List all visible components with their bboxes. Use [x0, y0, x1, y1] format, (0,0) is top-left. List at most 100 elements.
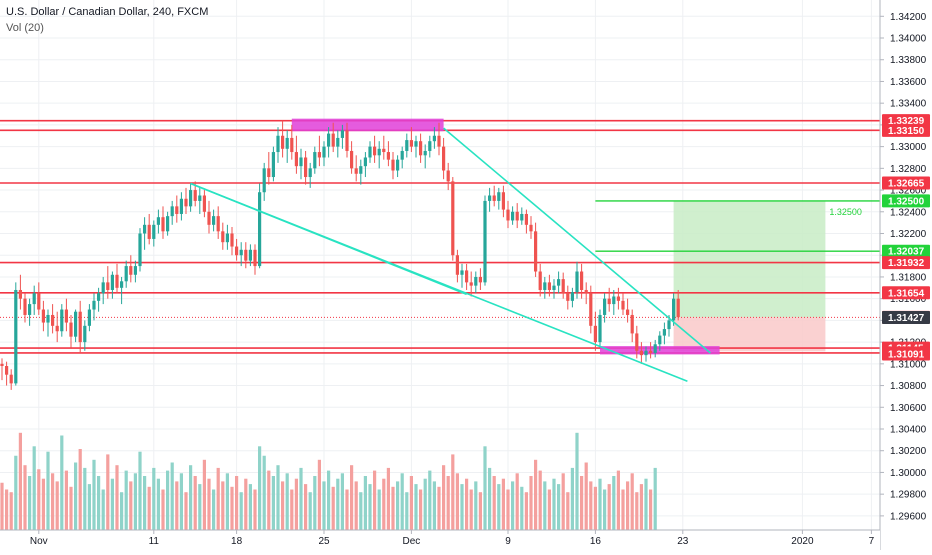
candle-body: [409, 140, 413, 147]
candle-body: [455, 255, 459, 275]
volume-bar: [189, 465, 193, 530]
candle-body: [267, 168, 271, 178]
volume-label: Vol (20): [6, 22, 44, 34]
volume-bar: [575, 432, 579, 530]
candle-body: [170, 206, 174, 217]
price-tick-label: 1.33800: [890, 55, 927, 66]
price-tick-label: 1.33400: [890, 99, 927, 110]
volume-bar: [317, 459, 321, 530]
candle-body: [492, 195, 496, 201]
candle-body: [400, 150, 404, 160]
volume-bar: [598, 478, 602, 530]
candle-body: [212, 216, 216, 225]
candle-body: [133, 266, 137, 275]
candle-body: [9, 374, 13, 384]
volume-bar: [212, 489, 216, 530]
trendline: [443, 127, 711, 354]
volume-bar: [124, 470, 128, 530]
volume-bar: [179, 473, 183, 530]
volume-bar: [28, 476, 32, 530]
volume-bar: [561, 473, 565, 530]
candle-body: [649, 350, 653, 353]
volume-bar: [386, 467, 390, 530]
candle-body: [428, 141, 432, 151]
position-profit-zone: [673, 200, 826, 318]
candle-body: [672, 298, 676, 321]
volume-bar: [290, 489, 294, 530]
price-tick-label: 1.32200: [890, 229, 927, 240]
volume-bar: [253, 489, 257, 530]
volume-bar: [419, 489, 423, 530]
candle-body: [221, 231, 225, 243]
volume-bar: [497, 484, 501, 530]
candle-body: [322, 146, 326, 158]
candle-body: [377, 148, 381, 156]
candle-body: [515, 211, 519, 221]
volume-bar: [612, 476, 616, 530]
candle-body: [552, 285, 556, 290]
volume-bar: [299, 467, 303, 530]
candle-body: [557, 279, 561, 286]
volume-bar: [350, 465, 354, 530]
candle-body: [253, 249, 257, 267]
volume-bar: [152, 467, 156, 530]
volume-bar: [106, 454, 110, 530]
candle-body: [202, 195, 206, 212]
volume-bar: [414, 484, 418, 530]
volume-bar: [469, 489, 473, 530]
volume-bar: [129, 481, 133, 530]
price-tag-label: 1.33239: [888, 116, 925, 127]
candle-body: [308, 168, 312, 178]
price-tag: [882, 244, 930, 258]
time-tick-label: Nov: [30, 536, 48, 547]
volume-bar: [437, 486, 441, 530]
candle-body: [414, 141, 418, 147]
candle-body: [676, 298, 680, 318]
volume-bar: [166, 470, 170, 530]
volume-bar: [110, 478, 114, 530]
volume-bar: [23, 465, 27, 530]
candle-body: [120, 281, 124, 288]
candle-body: [189, 190, 193, 207]
candle-body: [138, 233, 142, 267]
candle-body: [216, 216, 220, 232]
candle-body: [363, 157, 367, 167]
volume-bar: [474, 481, 478, 530]
volume-bar: [258, 446, 262, 530]
candle-body: [345, 130, 349, 151]
candle-body: [0, 363, 4, 367]
candle-body: [529, 224, 533, 232]
candles: [0, 120, 680, 390]
candle-body: [442, 146, 446, 171]
price-tag: [882, 256, 930, 270]
candle-body: [630, 314, 634, 334]
price-tag: [882, 123, 930, 137]
volume-bar: [570, 467, 574, 530]
candle-body: [506, 209, 510, 221]
candle-body: [28, 304, 32, 315]
candle-body: [386, 152, 390, 160]
candle-body: [18, 289, 22, 299]
volume-bar: [603, 489, 607, 530]
price-tick-label: 1.31600: [890, 294, 927, 305]
volume-bar: [649, 489, 653, 530]
candle-body: [258, 192, 262, 267]
candle-body: [373, 146, 377, 156]
candle-body: [51, 314, 55, 326]
candle-body: [667, 320, 671, 330]
candle-body: [14, 289, 18, 384]
price-tick-label: 1.32400: [890, 207, 927, 218]
volume-bar: [442, 465, 446, 530]
volume-bar: [511, 481, 515, 530]
price-axis: 1.34200 1.34000 1.33800 1.33600 1.33400 1.332…: [879, 0, 932, 550]
volume-bar: [340, 473, 344, 530]
candle-body: [340, 130, 344, 138]
candle-body: [193, 190, 197, 201]
candle-body: [97, 293, 101, 301]
volume-bar: [653, 467, 657, 530]
volume-bar: [589, 481, 593, 530]
price-tick-label: 1.34200: [890, 12, 927, 23]
